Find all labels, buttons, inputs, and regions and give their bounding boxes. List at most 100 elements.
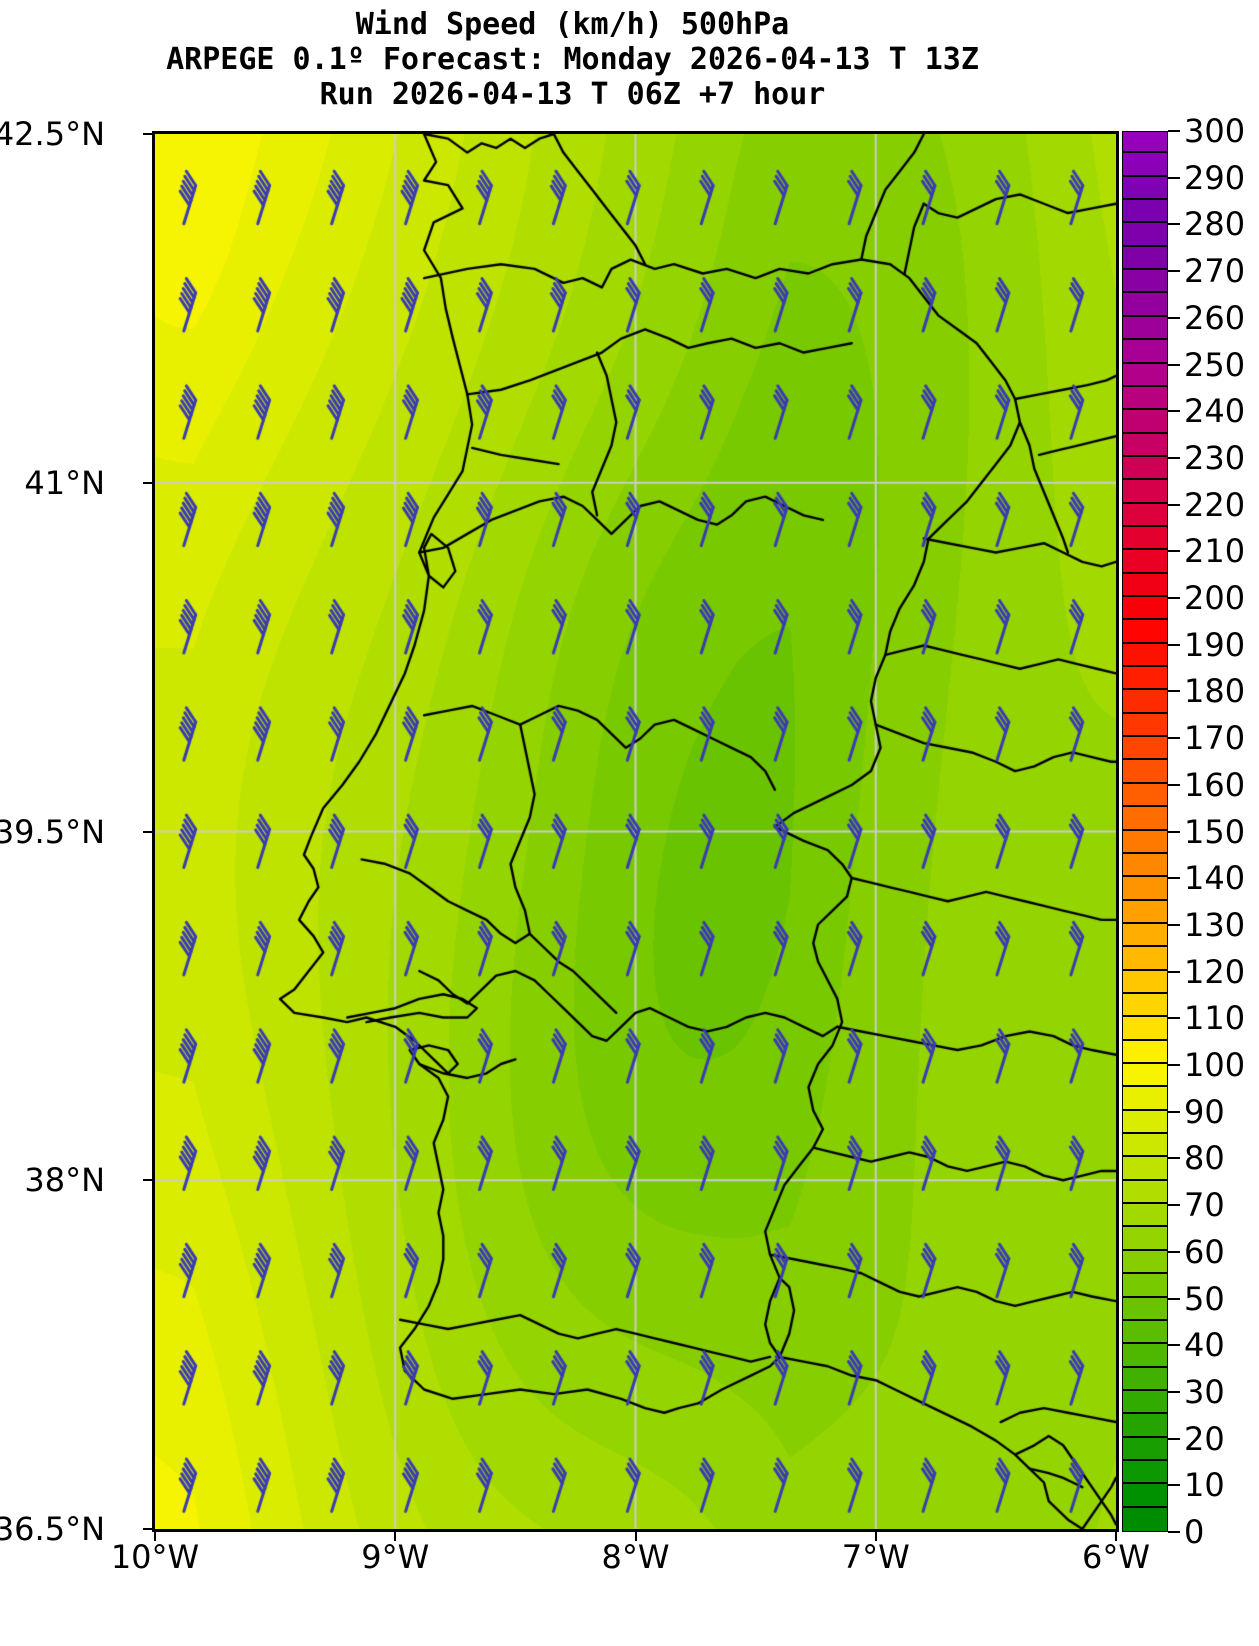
colorbar-tick-mark — [1168, 877, 1180, 880]
map-axes — [152, 131, 1119, 1532]
colorbar-divider — [1123, 1155, 1167, 1158]
colorbar-segment — [1123, 1436, 1167, 1461]
colorbar-tick-label: 140 — [1184, 859, 1246, 898]
colorbar-segment — [1123, 922, 1167, 948]
colorbar-segment — [1123, 1133, 1167, 1158]
colorbar-segment — [1123, 1343, 1167, 1368]
longitude-tick-label: 6°W — [1082, 1538, 1150, 1576]
colorbar-tick-mark — [1168, 1110, 1180, 1113]
colorbar-divider — [1123, 828, 1167, 831]
colorbar-tick-label: 190 — [1184, 625, 1246, 664]
colorbar-divider — [1123, 431, 1167, 434]
colorbar-segment — [1123, 572, 1167, 597]
colorbar-segment — [1123, 339, 1167, 364]
colorbar-tick-label: 160 — [1184, 765, 1246, 804]
colorbar-segment — [1123, 269, 1167, 294]
colorbar-tick-mark — [1168, 176, 1180, 179]
colorbar-tick-label: 170 — [1184, 719, 1246, 758]
colorbar-tick-label: 30 — [1184, 1372, 1225, 1411]
colorbar-tick-label: 120 — [1184, 952, 1246, 991]
colorbar-segment — [1123, 152, 1167, 177]
colorbar-divider — [1123, 758, 1167, 761]
colorbar-segment — [1123, 1203, 1167, 1228]
longitude-tick-label: 7°W — [841, 1538, 910, 1576]
colorbar-tick-label: 180 — [1184, 672, 1246, 711]
colorbar-segment — [1123, 1156, 1167, 1181]
colorbar-tick-label: 230 — [1184, 438, 1246, 477]
colorbar-tick-label: 110 — [1184, 999, 1246, 1038]
colorbar-divider — [1123, 618, 1167, 621]
colorbar-tick-label: 290 — [1184, 158, 1246, 197]
colorbar-divider — [1123, 221, 1167, 224]
colorbar-segment — [1123, 245, 1167, 271]
colorbar-tick-label: 150 — [1184, 812, 1246, 851]
colorbar-tick-label: 10 — [1184, 1466, 1225, 1505]
latitude-tick-label: 38°N — [24, 1161, 105, 1200]
colorbar-segment — [1123, 1413, 1167, 1438]
colorbar-tick-label: 260 — [1184, 298, 1246, 337]
colorbar-tick-mark — [1168, 1344, 1180, 1347]
colorbar-segment — [1123, 782, 1167, 808]
colorbar-segment — [1123, 315, 1167, 341]
colorbar-divider — [1123, 1365, 1167, 1368]
colorbar-divider — [1123, 1132, 1167, 1135]
colorbar-divider — [1123, 735, 1167, 738]
colorbar-divider — [1123, 1412, 1167, 1415]
colorbar-segment — [1123, 1366, 1167, 1391]
colorbar-tick-mark — [1168, 130, 1180, 132]
colorbar-segment — [1123, 525, 1167, 551]
colorbar-segment — [1123, 199, 1167, 224]
colorbar-tick-label: 270 — [1184, 252, 1246, 291]
colorbar-tick-mark — [1168, 1437, 1180, 1440]
colorbar-divider — [1123, 1015, 1167, 1018]
colorbar-divider — [1123, 524, 1167, 527]
colorbar-tick-mark — [1168, 737, 1180, 740]
colorbar-segment — [1123, 1319, 1167, 1345]
colorbar-tick-mark — [1168, 830, 1180, 833]
colorbar-tick-mark — [1168, 1157, 1180, 1160]
colorbar-tick-label: 220 — [1184, 485, 1246, 524]
colorbar-segment — [1123, 1063, 1167, 1088]
colorbar-tick-mark — [1168, 970, 1180, 973]
colorbar-divider — [1123, 338, 1167, 341]
colorbar-divider — [1123, 1505, 1167, 1508]
colorbar-divider — [1123, 875, 1167, 878]
colorbar-segment — [1123, 1459, 1167, 1485]
colorbar-tick-label: 80 — [1184, 1139, 1225, 1178]
colorbar-divider — [1123, 968, 1167, 971]
longitude-tick-label: 10°W — [110, 1538, 200, 1576]
colorbar-tick-label: 200 — [1184, 579, 1246, 617]
latitude-tick-label: 39.5°N — [0, 812, 105, 851]
latitude-tick-mark — [143, 830, 152, 833]
colorbar-tick-label: 40 — [1184, 1326, 1225, 1365]
colorbar-divider — [1123, 945, 1167, 948]
colorbar-tick-mark — [1168, 643, 1180, 646]
colorbar-divider — [1123, 1388, 1167, 1391]
colorbar-segment — [1123, 362, 1167, 387]
colorbar-divider — [1123, 548, 1167, 551]
colorbar-tick-label: 240 — [1184, 392, 1246, 431]
colorbar-segment — [1123, 666, 1167, 691]
colorbar-tick-mark — [1168, 1484, 1180, 1487]
figure-title-main: Wind Speed (km/h) 500hPa — [355, 7, 790, 42]
colorbar-tick-mark — [1168, 1204, 1180, 1207]
colorbar-segment — [1123, 736, 1167, 761]
colorbar-divider — [1123, 454, 1167, 457]
colorbar-divider — [1123, 851, 1167, 854]
colorbar-segment — [1123, 876, 1167, 901]
colorbar-divider — [1123, 805, 1167, 808]
colorbar-segment — [1123, 806, 1167, 831]
colorbar-divider — [1123, 921, 1167, 924]
colorbar-tick-mark — [1168, 410, 1180, 413]
colorbar-segment — [1123, 1109, 1167, 1135]
colorbar-tick-mark — [1168, 1250, 1180, 1253]
colorbar-divider — [1123, 174, 1167, 177]
colorbar-tick-mark — [1168, 1531, 1180, 1533]
colorbar-tick-mark — [1168, 223, 1180, 226]
colorbar-divider — [1123, 898, 1167, 901]
colorbar-segment — [1123, 432, 1167, 457]
colorbar-segment — [1123, 502, 1167, 527]
colorbar-divider — [1123, 711, 1167, 714]
longitude-tick-mark — [394, 1532, 397, 1541]
